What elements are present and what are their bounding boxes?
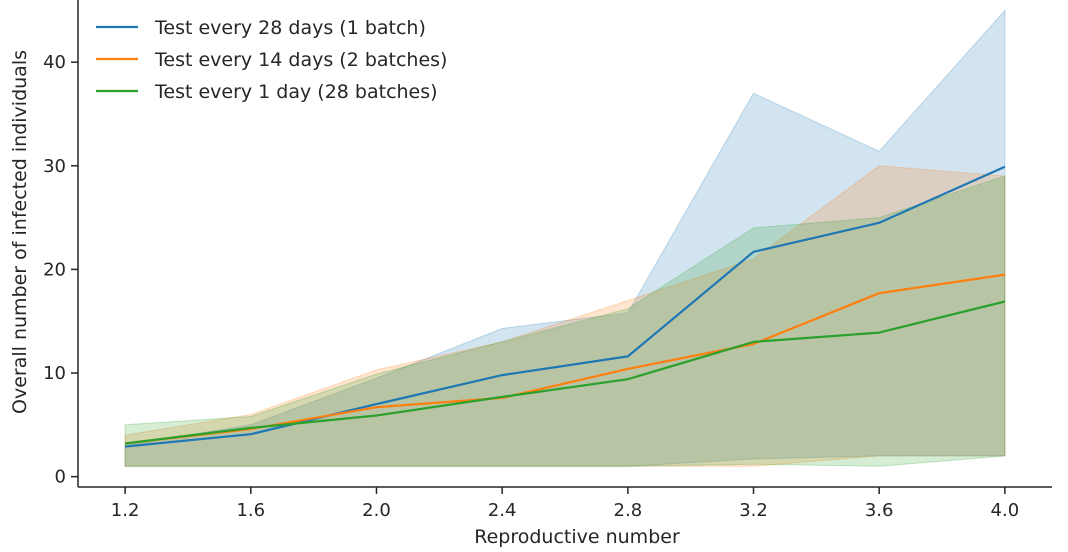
- axes: [77, 0, 1052, 488]
- x-tick-label: 2.0: [362, 500, 391, 521]
- line-series-3: [124, 300, 1006, 445]
- legend-label-1: Test every 28 days (1 batch): [154, 17, 426, 39]
- y-tick-label: 40: [43, 52, 66, 73]
- legend-label-2: Test every 14 days (2 batches): [154, 49, 447, 71]
- legend-label-3: Test every 1 day (28 batches): [154, 81, 438, 103]
- legend: Test every 28 days (1 batch) Test every 1…: [96, 17, 447, 103]
- y-tick-label: 0: [55, 467, 66, 488]
- y-ticks: 0 10 20 30 40: [43, 52, 78, 488]
- line-series-1: [124, 165, 1006, 448]
- confidence-bands: [124, 9, 1006, 467]
- x-tick-label: 1.6: [236, 500, 265, 521]
- y-tick-label: 20: [43, 259, 66, 280]
- y-tick-label: 30: [43, 156, 66, 177]
- band-series-3: [124, 175, 1006, 467]
- x-tick-label: 3.2: [739, 500, 768, 521]
- y-axis-label: Overall number of infected individuals: [9, 50, 31, 414]
- band-series-1: [124, 9, 1006, 467]
- x-axis-label: Reproductive number: [474, 526, 680, 548]
- x-tick-label: 3.6: [865, 500, 894, 521]
- y-tick-label: 10: [43, 363, 66, 384]
- x-tick-label: 2.8: [614, 500, 643, 521]
- x-tick-label: 1.2: [111, 500, 140, 521]
- x-ticks: 1.2 1.6 2.0 2.4 2.8 3.2 3.6 4.0: [111, 487, 1019, 521]
- band-series-2: [124, 165, 1006, 467]
- series-lines: [124, 165, 1006, 448]
- x-tick-label: 4.0: [991, 500, 1020, 521]
- x-tick-label: 2.4: [488, 500, 517, 521]
